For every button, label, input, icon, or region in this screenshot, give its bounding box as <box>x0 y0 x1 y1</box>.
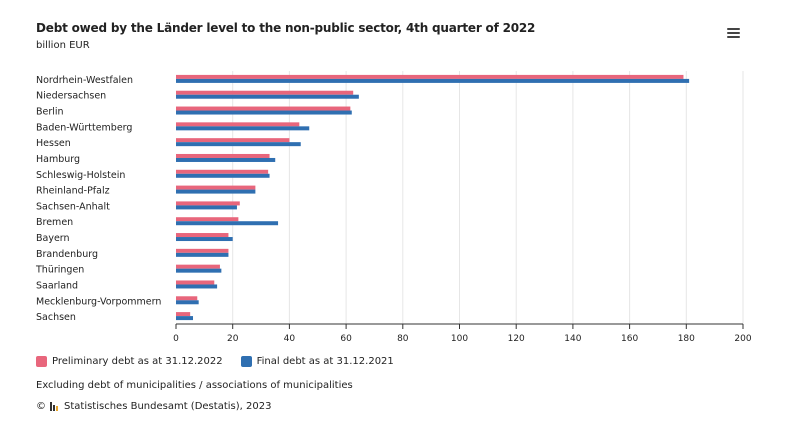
bar-final[interactable] <box>176 94 359 99</box>
category-label: Nordrhein-Westfalen <box>36 75 133 86</box>
category-label: Saarland <box>36 280 78 291</box>
bar-preliminary[interactable] <box>176 106 351 111</box>
category-label: Hamburg <box>36 154 80 165</box>
hamburger-menu-icon[interactable] <box>725 26 743 40</box>
bar-final[interactable] <box>176 142 301 147</box>
bar-preliminary[interactable] <box>176 153 270 158</box>
category-label: Berlin <box>36 107 64 118</box>
category-label: Niedersachsen <box>36 91 106 102</box>
bar-final[interactable] <box>176 126 310 131</box>
bar-final[interactable] <box>176 157 276 162</box>
bar-preliminary[interactable] <box>176 90 354 95</box>
copyright-symbol: © <box>36 401 46 412</box>
x-tick-label: 180 <box>678 334 695 344</box>
bar-final[interactable] <box>176 110 352 115</box>
bar-preliminary[interactable] <box>176 74 684 79</box>
category-label: Baden-Württemberg <box>36 122 132 133</box>
bar-preliminary[interactable] <box>176 233 229 238</box>
bar-preliminary[interactable] <box>176 312 191 317</box>
bar-preliminary[interactable] <box>176 280 215 285</box>
category-label: Thüringen <box>35 265 84 276</box>
category-label: Schleswig-Holstein <box>36 170 125 181</box>
legend-label-preliminary: Preliminary debt as at 31.12.2022 <box>52 356 223 367</box>
category-label: Sachsen <box>36 312 76 323</box>
x-tick-label: 160 <box>621 334 638 344</box>
bar-final[interactable] <box>176 189 256 194</box>
credits-text: Statistisches Bundesamt (Destatis), 2023 <box>64 401 272 412</box>
bar-chart: 0 20 40 60 80 100 120 140 160 180 200 Nordrhein-Wes… <box>35 71 752 344</box>
x-tick-label: 140 <box>564 334 581 344</box>
bar-final[interactable] <box>176 173 270 178</box>
bar-final[interactable] <box>176 78 690 83</box>
x-tick-label: 60 <box>340 334 352 344</box>
bar-final[interactable] <box>176 237 233 242</box>
chart-subtitle: billion EUR <box>36 40 90 51</box>
x-tick-label: 100 <box>451 334 468 344</box>
bar-preliminary[interactable] <box>176 185 256 190</box>
x-tick-label: 80 <box>397 334 409 344</box>
bar-preliminary[interactable] <box>176 248 229 253</box>
legend: Preliminary debt as at 31.12.2022 Final … <box>36 356 394 367</box>
destatis-logo-icon <box>50 402 60 411</box>
bar-preliminary[interactable] <box>176 201 240 206</box>
category-label: Bayern <box>36 233 70 244</box>
x-tick-label: 0 <box>173 334 179 344</box>
bar-final[interactable] <box>176 205 237 210</box>
chart-note: Excluding debt of municipalities / assoc… <box>36 380 353 391</box>
bar-preliminary[interactable] <box>176 138 290 143</box>
bar-preliminary[interactable] <box>176 217 239 222</box>
bar-final[interactable] <box>176 268 222 273</box>
bar-preliminary[interactable] <box>176 296 198 301</box>
bar-final[interactable] <box>176 252 229 257</box>
category-label: Mecklenburg-Vorpommern <box>36 296 161 307</box>
legend-swatch-final <box>240 356 252 367</box>
legend-item-final[interactable]: Final debt as at 31.12.2021 <box>240 356 394 367</box>
bar-preliminary[interactable] <box>176 169 269 174</box>
credits: © Statistisches Bundesamt (Destatis), 20… <box>36 401 271 412</box>
bar-final[interactable] <box>176 221 279 226</box>
category-label: Sachsen-Anhalt <box>36 201 110 212</box>
x-tick-label: 20 <box>227 334 239 344</box>
legend-swatch-preliminary <box>36 356 47 367</box>
chart-title: Debt owed by the Länder level to the non… <box>36 21 536 35</box>
x-tick-label: 200 <box>734 334 751 344</box>
bar-preliminary[interactable] <box>176 264 220 269</box>
legend-item-preliminary[interactable]: Preliminary debt as at 31.12.2022 <box>36 356 223 367</box>
bar-preliminary[interactable] <box>176 122 300 127</box>
legend-label-final: Final debt as at 31.12.2021 <box>256 356 394 367</box>
bar-final[interactable] <box>176 300 199 305</box>
category-label: Brandenburg <box>36 249 98 260</box>
category-label: Rheinland-Pfalz <box>36 186 110 197</box>
category-label: Bremen <box>36 217 73 228</box>
x-tick-label: 40 <box>284 334 296 344</box>
bar-final[interactable] <box>176 316 194 321</box>
x-tick-label: 120 <box>508 334 525 344</box>
bar-final[interactable] <box>176 284 218 289</box>
category-label: Hessen <box>36 138 71 149</box>
